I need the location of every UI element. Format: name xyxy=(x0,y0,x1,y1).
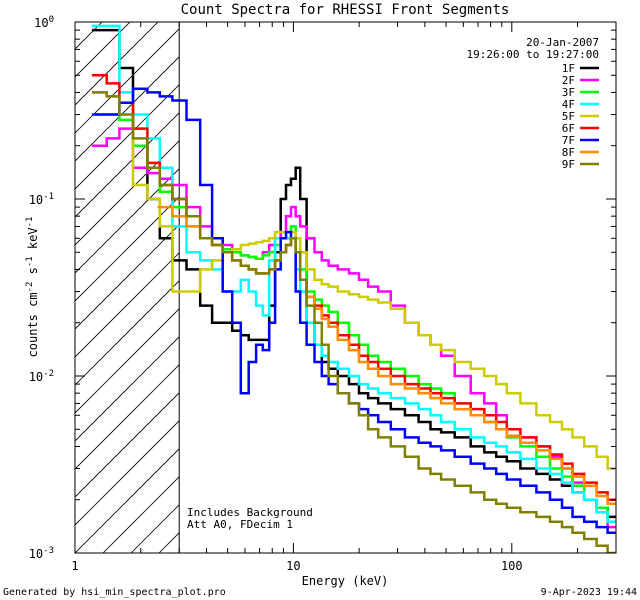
x-tick-label: 10 xyxy=(286,559,300,573)
x-tick-labels: 1 10 100 xyxy=(71,559,522,573)
series-line-7F xyxy=(91,87,616,535)
hatch-line xyxy=(75,252,180,358)
hatch-line xyxy=(75,364,180,470)
hatch-line xyxy=(75,22,159,106)
hatch-line xyxy=(75,392,180,498)
background-hatched-region xyxy=(75,22,180,553)
hatch-line xyxy=(75,224,180,330)
x-axis-label: Energy (keV) xyxy=(302,574,389,588)
legend-label-7F: 7F xyxy=(562,134,575,147)
generated-by-footer: Generated by hsi_min_spectra_plot.pro xyxy=(3,587,226,598)
hatch-line xyxy=(75,28,180,134)
x-tick-label: 100 xyxy=(501,559,523,573)
legend-label-9F: 9F xyxy=(562,158,575,171)
hatch-line xyxy=(75,196,180,302)
y-tick-label: 10-3 xyxy=(29,546,54,561)
y-axis-label-part: s xyxy=(26,267,40,281)
y-axis-label-exp: -1 xyxy=(25,256,35,267)
series-layer xyxy=(91,24,616,553)
legend-label-8F: 8F xyxy=(562,146,575,159)
hatch-line xyxy=(75,448,180,553)
series-line-9F xyxy=(91,91,616,553)
timestamp-footer: 9-Apr-2023 19:44 xyxy=(541,587,637,598)
legend-label-2F: 2F xyxy=(562,74,575,87)
annotation-background: Includes Background xyxy=(187,506,313,519)
y-axis-label: counts cm-2 s-1 keV-1 xyxy=(25,217,40,358)
hatch-line xyxy=(75,420,180,526)
y-axis-label-part: counts cm xyxy=(26,292,40,357)
hatch-line xyxy=(75,56,180,162)
axis-ticks xyxy=(74,21,617,554)
annotation-attenuator: Att A0, FDecim 1 xyxy=(187,518,293,531)
y-axis-label-exp: -1 xyxy=(25,217,35,228)
legend-label-1F: 1F xyxy=(562,62,575,75)
plot-frame xyxy=(74,21,617,554)
y-axis-label-exp: -2 xyxy=(25,282,35,293)
y-tick-label: 100 xyxy=(34,15,54,30)
legend-label-4F: 4F xyxy=(562,98,575,111)
x-tick-label: 1 xyxy=(71,559,78,573)
legend-label-6F: 6F xyxy=(562,122,575,135)
hatch-line xyxy=(75,84,180,190)
date-label: 20-Jan-2007 xyxy=(526,36,599,49)
y-tick-label: 10-2 xyxy=(29,369,54,384)
y-tick-label: 10-1 xyxy=(29,192,54,207)
series-line-5F xyxy=(91,91,616,470)
legend-label-5F: 5F xyxy=(562,110,575,123)
y-tick-labels: 100 10-1 10-2 10-3 xyxy=(29,15,54,561)
chart-title: Count Spectra for RHESSI Front Segments xyxy=(181,2,510,18)
legend-label-3F: 3F xyxy=(562,86,575,99)
time-range-label: 19:26:00 to 19:27:00 xyxy=(467,48,599,61)
y-axis-label-part: keV xyxy=(26,227,40,256)
